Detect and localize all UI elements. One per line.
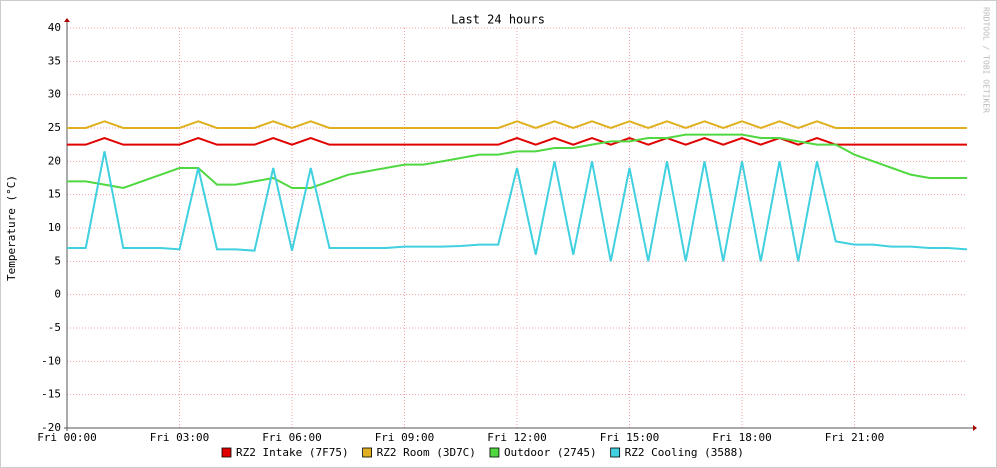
axis-arrow <box>973 425 977 431</box>
legend-label: RZ2 Cooling (3588) <box>625 446 744 459</box>
legend-label: RZ2 Intake (7F75) <box>236 446 349 459</box>
legend-swatch <box>610 447 621 458</box>
series-line <box>67 133 967 190</box>
y-axis-label: Temperature (°C) <box>5 175 18 281</box>
x-tick-label: Fri 00:00 <box>37 431 97 444</box>
x-tick-label: Fri 18:00 <box>712 431 772 444</box>
y-tick-label: 15 <box>48 188 61 201</box>
legend-swatch <box>489 447 500 458</box>
series-line <box>67 136 967 146</box>
credit: RRDTOOL / TOBI OETIKER <box>982 7 991 113</box>
x-tick-label: Fri 06:00 <box>262 431 322 444</box>
y-tick-label: 30 <box>48 88 61 101</box>
legend-label: RZ2 Room (3D7C) <box>377 446 476 459</box>
legend-label: Outdoor (2745) <box>504 446 597 459</box>
series-line <box>67 151 968 262</box>
y-tick-label: -10 <box>41 354 61 367</box>
y-tick-label: 5 <box>54 254 61 267</box>
x-tick-label: Fri 09:00 <box>375 431 435 444</box>
y-tick-label: -20 <box>41 421 61 434</box>
legend-swatch <box>362 447 372 458</box>
y-tick-label: -5 <box>48 321 61 334</box>
y-tick-label: 25 <box>48 121 61 134</box>
x-tick-label: Fri 21:00 <box>825 431 885 444</box>
y-tick-label: 40 <box>48 21 61 34</box>
y-tick-label: 0 <box>54 288 61 301</box>
y-tick-label: 20 <box>48 154 61 167</box>
legend-swatch <box>221 447 232 458</box>
x-tick-label: Fri 12:00 <box>487 431 547 444</box>
chart-title: Last 24 hours <box>451 13 545 27</box>
y-tick-label: 35 <box>48 54 61 67</box>
series-line <box>67 120 967 130</box>
y-tick-label: -15 <box>41 388 61 401</box>
axis-arrow <box>64 18 70 22</box>
x-tick-label: Fri 15:00 <box>600 431 660 444</box>
y-tick-label: 10 <box>48 221 61 234</box>
x-tick-label: Fri 03:00 <box>150 431 210 444</box>
